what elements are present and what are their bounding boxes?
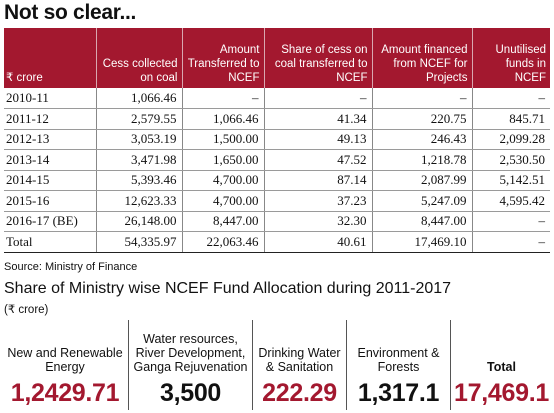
cell-financed: 220.75	[371, 108, 472, 130]
allocation-label: Water resources, River Development, Gang…	[133, 332, 248, 374]
section-subtitle: Share of Ministry wise NCEF Fund Allocat…	[4, 280, 452, 297]
table-row: 2013-14 3,471.98 1,650.00 47.52 1,218.78…	[4, 149, 550, 171]
cell-share: 87.14	[263, 170, 372, 191]
cell-transferred: 22,063.46	[181, 231, 264, 253]
cell-financed: 8,447.00	[371, 211, 472, 232]
cell-financed: 17,469.10	[371, 231, 472, 253]
cell-transferred: –	[181, 88, 264, 109]
source-note: Source: Ministry of Finance	[4, 261, 138, 273]
cell-financed: 2,087.99	[371, 170, 472, 191]
cell-transferred: 1,650.00	[181, 149, 264, 171]
cell-cess: 5,393.46	[95, 170, 182, 191]
cell-transferred: 8,447.00	[181, 211, 264, 232]
allocation-value: 3,500	[159, 379, 222, 407]
cell-cess: 3,053.19	[95, 129, 182, 150]
cell-share: 47.52	[263, 149, 372, 171]
table-total-row: Total 54,335.97 22,063.46 40.61 17,469.1…	[4, 231, 550, 253]
cell-financed: 246.43	[371, 129, 472, 150]
cell-cess: 26,148.00	[95, 211, 182, 232]
cell-unutilised: 845.71	[471, 108, 550, 130]
row-year: 2015-16	[4, 190, 96, 212]
unit-label: (₹ crore)	[4, 304, 49, 316]
allocation-label: New and Renewable Energy	[7, 346, 123, 374]
cell-share: 40.61	[263, 231, 372, 253]
allocation-total: Total 17,469.1	[450, 320, 552, 410]
cell-unutilised: –	[471, 211, 550, 232]
row-year: 2014-15	[4, 170, 96, 191]
header-cess-collected: Cess collected on coal	[95, 28, 182, 88]
cell-financed: –	[371, 88, 472, 109]
cell-transferred: 4,700.00	[181, 190, 264, 212]
cell-unutilised: 2,530.50	[471, 149, 550, 171]
allocation-value: 222.29	[262, 379, 337, 407]
allocation-label: Drinking Water & Sanitation	[258, 346, 341, 374]
table-row: 2016-17 (BE) 26,148.00 8,447.00 32.30 8,…	[4, 211, 550, 232]
header-amount-transferred: Amount Transferred to NCEF	[181, 28, 264, 88]
cell-unutilised: 2,099.28	[471, 129, 550, 150]
row-year: Total	[4, 231, 96, 253]
row-year: 2011-12	[4, 108, 96, 130]
allocation-value: 17,469.1	[454, 379, 549, 407]
allocation-value: 1,2429.71	[10, 379, 120, 407]
cell-cess: 2,579.55	[95, 108, 182, 130]
table-row: 2012-13 3,053.19 1,500.00 49.13 246.43 2…	[4, 129, 550, 150]
table-header-row: ₹ crore Cess collected on coal Amount Tr…	[4, 28, 550, 88]
row-year: 2010-11	[4, 88, 96, 109]
allocation-label: Total	[487, 360, 516, 374]
cell-transferred: 4,700.00	[181, 170, 264, 191]
allocation-water-resources: Water resources, River Development, Gang…	[128, 320, 252, 410]
allocation-environment-forests: Environment & Forests 1,317.1	[346, 320, 450, 410]
table-row: 2010-11 1,066.46 – – – –	[4, 88, 550, 109]
cell-unutilised: –	[471, 231, 550, 253]
table-row: 2014-15 5,393.46 4,700.00 87.14 2,087.99…	[4, 170, 550, 191]
page-title: Not so clear...	[4, 1, 137, 24]
cell-unutilised: –	[471, 88, 550, 109]
cell-financed: 1,218.78	[371, 149, 472, 171]
row-year: 2012-13	[4, 129, 96, 150]
cell-share: 41.34	[263, 108, 372, 130]
header-unit: ₹ crore	[4, 28, 96, 88]
cell-transferred: 1,500.00	[181, 129, 264, 150]
cell-cess: 1,066.46	[95, 88, 182, 109]
cell-share: 49.13	[263, 129, 372, 150]
table-row: 2015-16 12,623.33 4,700.00 37.23 5,247.0…	[4, 190, 550, 212]
row-year: 2013-14	[4, 149, 96, 171]
ncef-table: ₹ crore Cess collected on coal Amount Tr…	[4, 28, 550, 253]
cell-cess: 12,623.33	[95, 190, 182, 212]
allocation-strip: New and Renewable Energy 1,2429.71 Water…	[2, 320, 552, 410]
header-amount-financed: Amount financed from NCEF for Projects	[371, 28, 472, 88]
row-year: 2016-17 (BE)	[4, 211, 96, 232]
cell-share: 37.23	[263, 190, 372, 212]
allocation-label: Environment & Forests	[357, 346, 440, 374]
table-row: 2011-12 2,579.55 1,066.46 41.34 220.75 8…	[4, 108, 550, 130]
cell-unutilised: 5,142.51	[471, 170, 550, 191]
cell-share: 32.30	[263, 211, 372, 232]
cell-financed: 5,247.09	[371, 190, 472, 212]
cell-unutilised: 4,595.42	[471, 190, 550, 212]
allocation-new-renewable-energy: New and Renewable Energy 1,2429.71	[2, 320, 128, 410]
allocation-drinking-water: Drinking Water & Sanitation 222.29	[252, 320, 346, 410]
cell-transferred: 1,066.46	[181, 108, 264, 130]
cell-share: –	[263, 88, 372, 109]
allocation-value: 1,317.1	[357, 379, 440, 407]
header-unutilised-funds: Unutilised funds in NCEF	[471, 28, 550, 88]
cell-cess: 3,471.98	[95, 149, 182, 171]
cell-cess: 54,335.97	[95, 231, 182, 253]
header-share-of-cess: Share of cess on coal transferred to NCE…	[263, 28, 372, 88]
